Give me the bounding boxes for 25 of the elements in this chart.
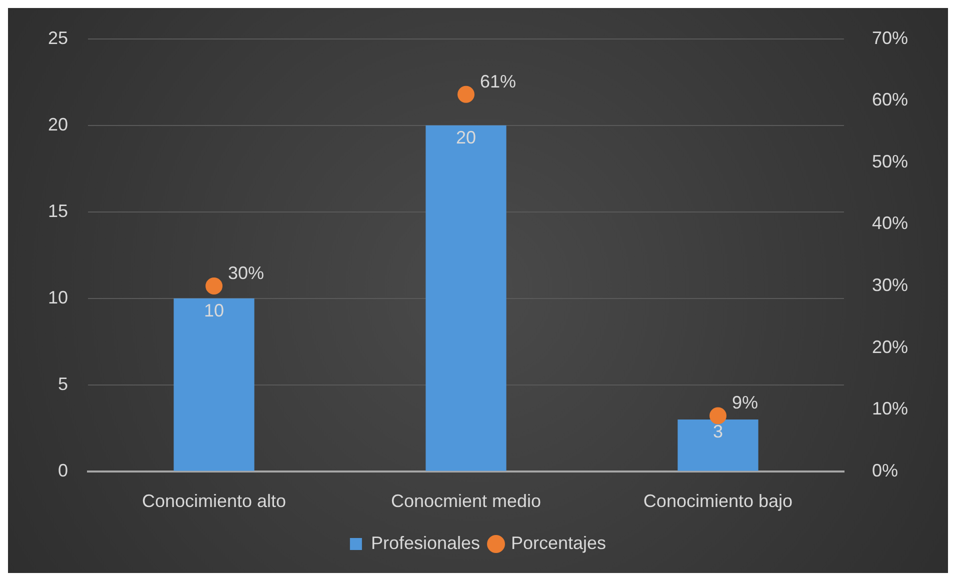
y2-tick-label: 40%	[872, 213, 908, 234]
x-tick-label: Conocmient medio	[390, 491, 542, 512]
x-tick-label: Conocimiento bajo	[643, 491, 793, 512]
y-tick-label: 25	[48, 28, 68, 48]
data-label: 3	[712, 421, 723, 442]
y2-tick-label: 50%	[872, 151, 908, 172]
y2-tick-label: 0%	[872, 460, 898, 480]
y2-tick-label: 70%	[872, 28, 908, 48]
legend-label: Porcentajes	[511, 532, 606, 553]
data-label: 10	[204, 300, 224, 320]
data-label: 9%	[732, 392, 758, 413]
data-label: 61%	[480, 71, 516, 92]
legend-label: Profesionales	[370, 532, 480, 553]
y-tick-label: 20	[48, 114, 68, 134]
y-tick-label: 5	[58, 374, 68, 394]
x-tick-label: Conocimiento alto	[142, 491, 286, 512]
y2-tick-label: 60%	[872, 90, 908, 110]
y2-tick-label: 20%	[872, 336, 908, 357]
data-label: 20	[456, 127, 476, 148]
data-label: 30%	[228, 262, 264, 283]
y-tick-label: 10	[48, 287, 68, 308]
y2-tick-label: 30%	[872, 274, 908, 295]
y-tick-label: 0	[58, 460, 68, 480]
y-tick-label: 15	[48, 200, 68, 221]
y2-tick-label: 10%	[872, 398, 908, 419]
